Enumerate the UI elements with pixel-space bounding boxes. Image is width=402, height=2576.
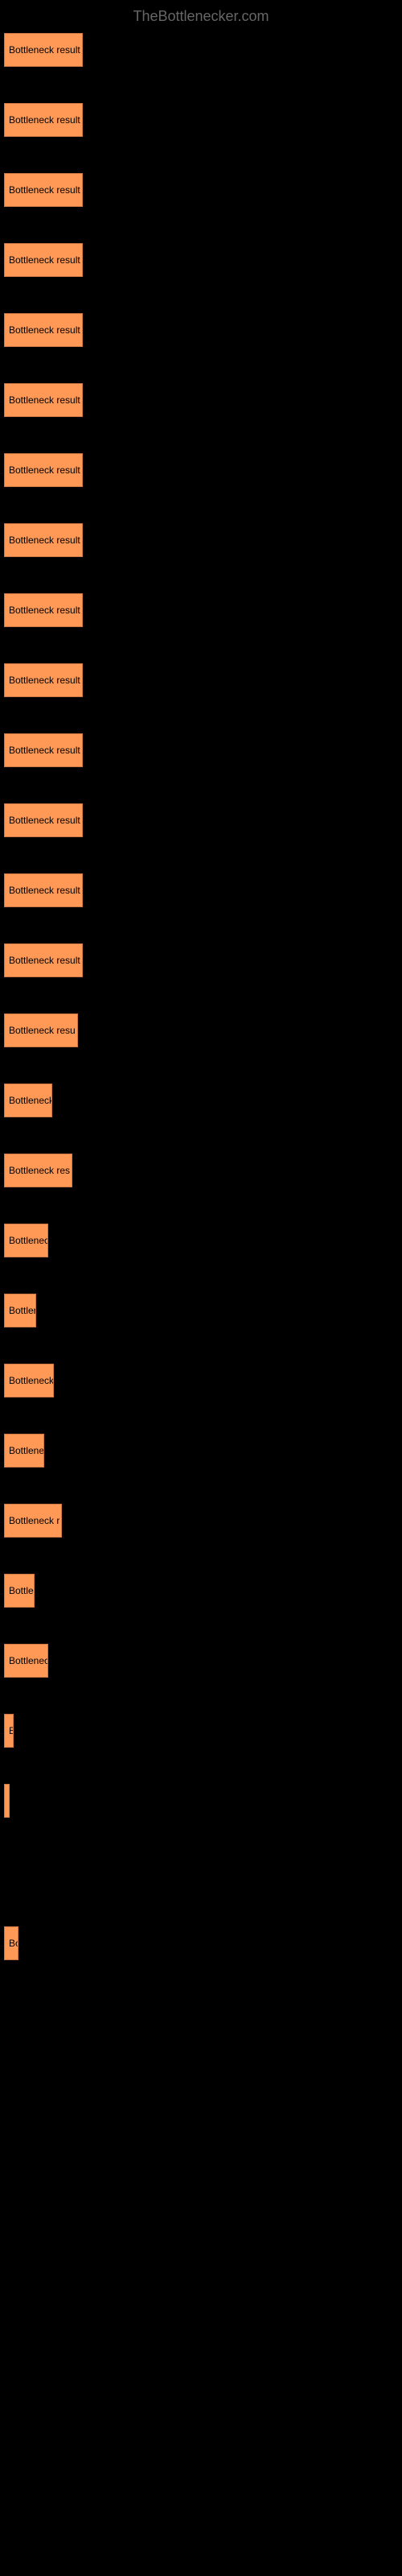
bar-row: Bottleneck result [4,733,398,767]
bar-label: Bottleneck result [9,324,80,336]
chart-bar: Bottleneck result [4,383,83,417]
bar-row: Bottleneck result [4,383,398,417]
bar-label: Bottleneck resu [9,1025,76,1036]
bar-row: Bottleneck result [4,313,398,347]
bar-row: Bottleneck result [4,103,398,137]
bar-row: Bottleneck result [4,663,398,697]
chart-bar: Bottleneck resu [4,1013,78,1047]
bar-label: Bottleneck result [9,464,80,476]
chart-bar: Bottleneck result [4,873,83,907]
bar-label: Bottleneck result [9,184,80,196]
page-title: TheBottlenecker.com [133,8,269,24]
bar-row: Bottleneck result [4,523,398,557]
bar-label: Bottlenec [9,1235,47,1246]
bar-label: Bottleneck result [9,815,80,826]
chart-bar: Bottleneck result [4,733,83,767]
bar-label: B [9,1725,13,1736]
bar-row: Bottleneck result [4,243,398,277]
bar-row: Bottleneck result [4,453,398,487]
bar-row: Bottlenec [4,1224,398,1257]
chart-bar: Bottleneck result [4,453,83,487]
bar-row: Bottleneck result [4,33,398,67]
bar-label: Bottlene [9,1445,43,1456]
bar-label: Bottleneck result [9,885,80,896]
chart-bar: Bottleneck result [4,103,83,137]
chart-bar: Bo [4,1926,18,1960]
bar-chart: Bottleneck result Bottleneck result Bottle… [0,33,402,1960]
chart-bar: Bottleneck result [4,33,83,67]
bar-label: Bottlenec [9,1655,47,1666]
chart-bar: Bottleneck result [4,523,83,557]
bar-label: Bottleneck result [9,955,80,966]
chart-bar: Bottler [4,1294,36,1327]
bar-label: Bottle [9,1585,34,1596]
bar-label: Bottleneck [9,1095,51,1106]
chart-bar: Bottleneck [4,1084,52,1117]
chart-bar: Bottle [4,1574,35,1608]
chart-bar: Bottleneck [4,1364,54,1397]
bar-label: Bottleneck result [9,394,80,406]
chart-bar: B [4,1714,14,1748]
bar-row: Bottleneck result [4,803,398,837]
bar-row: Bottleneck res [4,1154,398,1187]
chart-bar: Bottlenec [4,1644,48,1678]
chart-bar [4,1784,10,1818]
chart-bar: Bottlenec [4,1224,48,1257]
chart-bar: Bottleneck result [4,593,83,627]
bar-row: B [4,1714,398,1748]
header: TheBottlenecker.com [0,0,402,33]
chart-bar: Bottleneck r [4,1504,62,1538]
chart-bar: Bottleneck result [4,803,83,837]
bar-label: Bottleneck result [9,675,80,686]
bar-row: Bottleneck r [4,1504,398,1538]
bar-label: Bottleneck [9,1375,53,1386]
chart-bar: Bottleneck result [4,173,83,207]
bar-row: Bottleneck result [4,593,398,627]
chart-bar: Bottlene [4,1434,44,1468]
bar-row [4,1784,398,1818]
chart-bar: Bottleneck res [4,1154,72,1187]
chart-bar: Bottleneck result [4,313,83,347]
bar-label: Bottleneck result [9,535,80,546]
bar-label: Bottleneck result [9,605,80,616]
bar-label: Bottler [9,1305,35,1316]
chart-bar: Bottleneck result [4,663,83,697]
chart-bar: Bottleneck result [4,943,83,977]
bar-label: Bottleneck result [9,254,80,266]
chart-bar: Bottleneck result [4,243,83,277]
bar-row: Bottleneck result [4,943,398,977]
bar-row: Bottleneck result [4,173,398,207]
bar-label: Bottleneck result [9,114,80,126]
bar-row: Bottleneck [4,1364,398,1397]
bar-row: Bottle [4,1574,398,1608]
bar-row: Bo [4,1926,398,1960]
bar-label: Bottleneck result [9,745,80,756]
bar-row: Bottleneck [4,1084,398,1117]
bar-label: Bottleneck r [9,1515,59,1526]
bar-label: Bottleneck result [9,44,80,56]
bar-row: Bottleneck result [4,873,398,907]
bar-row: Bottleneck resu [4,1013,398,1047]
bar-row: Bottlenec [4,1644,398,1678]
bar-row: Bottler [4,1294,398,1327]
bar-label: Bo [9,1938,18,1949]
bar-label: Bottleneck res [9,1165,70,1176]
bar-row: Bottlene [4,1434,398,1468]
